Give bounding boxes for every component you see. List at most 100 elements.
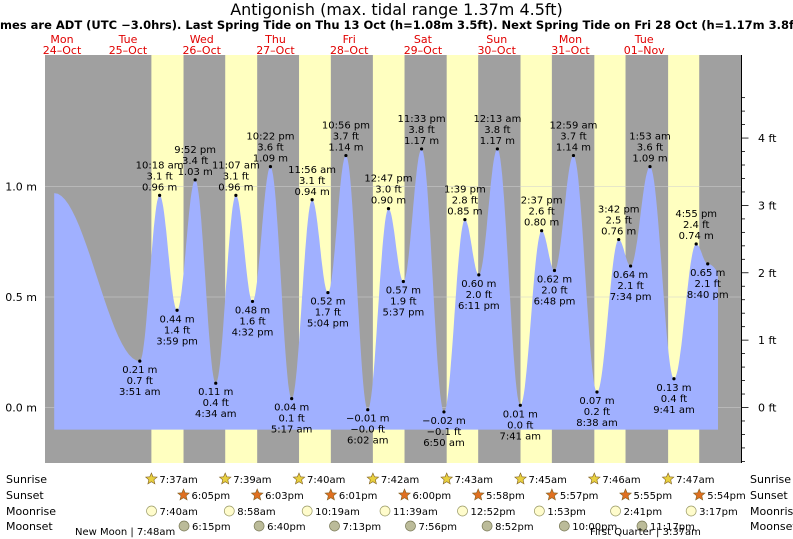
tide-point xyxy=(648,165,652,169)
tide-time-label: 7:34 pm xyxy=(610,292,652,303)
moon-phase-first-quarter: First Quarter | 3:37am xyxy=(590,527,701,538)
tide-m-label: 0.85 m xyxy=(447,207,482,218)
tide-time-label: 1:53 am xyxy=(629,132,671,143)
y-axis-metres: 0.0 m 0.5 m 1.0 m xyxy=(5,181,37,415)
tide-time-label: 10:22 pm xyxy=(246,132,294,143)
sunrise-time: 7:37am xyxy=(159,475,197,486)
day-header-date: 26–Oct xyxy=(182,44,221,57)
sunset-star-icon xyxy=(692,488,706,501)
row-label-right: Sunrise xyxy=(750,473,791,486)
tide-m-label: 0.13 m xyxy=(656,383,691,394)
tide-ft-label: 0.4 ft xyxy=(661,394,687,405)
tide-ft-label: 0.7 ft xyxy=(127,376,153,387)
moon-phase-new: New Moon | 7:48am xyxy=(75,527,175,538)
sunset-time: 6:03pm xyxy=(265,491,304,502)
tide-ft-label: 2.0 ft xyxy=(466,290,492,301)
tide-time-label: 10:18 am xyxy=(136,160,184,171)
tide-time-label: 4:34 am xyxy=(195,409,237,420)
tide-time-label: 1:39 pm xyxy=(444,185,486,196)
y-tick-label-ft: 1 ft xyxy=(758,334,777,347)
tide-ft-label: 3.6 ft xyxy=(637,143,663,154)
sunrise-time: 7:42am xyxy=(381,475,419,486)
y-axis-feet: 0 ft 1 ft 2 ft 3 ft 4 ft xyxy=(741,55,777,463)
tide-ft-label: 1.7 ft xyxy=(315,308,341,319)
tide-time-label: 6:50 am xyxy=(423,438,465,449)
tide-m-label: 1.17 m xyxy=(480,136,515,147)
tide-m-label: 1.14 m xyxy=(328,143,363,154)
moonset-icon xyxy=(178,520,190,532)
tide-point xyxy=(344,153,348,158)
sunset-star-icon xyxy=(545,488,559,501)
tide-point xyxy=(540,229,544,233)
tide-time-label: 8:38 am xyxy=(576,418,618,429)
sunrise-star-icon xyxy=(292,472,306,485)
tide-point xyxy=(518,403,522,407)
day-header-date: 25–Oct xyxy=(109,44,148,57)
moonrise-time: 12:52pm xyxy=(471,507,516,518)
tide-ft-label: 2.6 ft xyxy=(528,207,554,218)
tide-ft-label: 2.1 ft xyxy=(617,281,643,292)
sunrise-time: 7:43am xyxy=(455,475,493,486)
tide-ft-label: 3.8 ft xyxy=(484,125,510,136)
sunset-star-icon xyxy=(471,488,485,501)
moonrise-icon xyxy=(685,505,697,517)
tide-ft-label: 3.0 ft xyxy=(375,185,401,196)
tide-time-label: 11:33 pm xyxy=(398,114,446,125)
sunset-star-icon xyxy=(324,488,338,501)
sunrise-time: 7:45am xyxy=(529,475,567,486)
tide-time-label: 4:55 pm xyxy=(675,209,717,220)
moonset-time: 7:56pm xyxy=(418,522,457,533)
tide-m-label: 0.52 m xyxy=(310,297,345,308)
moonset-time: 8:52pm xyxy=(495,522,534,533)
tide-ft-label: 3.7 ft xyxy=(560,132,586,143)
tide-point xyxy=(571,153,576,158)
tide-point xyxy=(175,308,179,312)
tide-point xyxy=(310,198,314,202)
moonset-icon xyxy=(481,520,493,532)
sunrise-time: 7:40am xyxy=(307,475,345,486)
tide-ft-label: 3.1 ft xyxy=(299,176,325,187)
moonrise-time: 10:19am xyxy=(315,507,360,518)
sunset-time: 5:55pm xyxy=(634,491,673,502)
tide-ft-label: 0.1 ft xyxy=(279,414,305,425)
tide-m-label: 0.01 m xyxy=(503,409,538,420)
moonset-icon xyxy=(405,520,416,532)
tide-m-label: 0.96 m xyxy=(218,182,253,193)
y-tick-label-m: 0.5 m xyxy=(5,291,37,304)
tide-m-label: 1.09 m xyxy=(632,154,667,165)
tide-time-label: 8:40 pm xyxy=(687,290,729,301)
tide-m-label: 0.80 m xyxy=(524,218,559,229)
tide-time-label: 2:37 pm xyxy=(521,196,563,207)
tide-ft-label: 0.2 ft xyxy=(584,407,610,418)
tide-point xyxy=(386,207,391,211)
moonset-icon xyxy=(329,520,340,532)
moonset-time: 10:00pm xyxy=(572,522,617,533)
tide-point xyxy=(234,193,238,197)
row-label-right: Moonrise xyxy=(750,505,793,518)
moonrise-time: 2:41pm xyxy=(624,507,663,518)
tide-m-label: 0.48 m xyxy=(235,305,270,316)
moonrise-icon xyxy=(534,505,545,517)
tide-point xyxy=(138,359,142,363)
tide-point xyxy=(617,237,621,242)
sunset-star-icon xyxy=(177,488,190,501)
sunset-time: 6:00pm xyxy=(413,491,452,502)
day-header-dow: Sun xyxy=(486,33,507,46)
y-tick-label-ft: 3 ft xyxy=(758,199,777,212)
tide-m-label: 1.09 m xyxy=(253,154,288,165)
row-label-left: Moonset xyxy=(6,520,53,533)
tide-time-label: 12:13 am xyxy=(473,114,521,125)
sunrise-time: 7:39am xyxy=(233,475,271,486)
tide-m-label: 1.14 m xyxy=(556,143,591,154)
moonrise-time: 7:40am xyxy=(160,507,198,518)
moonset-icon xyxy=(558,520,570,532)
tide-time-label: 9:41 am xyxy=(653,405,695,416)
tide-time-label: 3:59 pm xyxy=(156,336,198,347)
sunrise-star-icon xyxy=(218,472,232,485)
tide-point xyxy=(495,147,499,151)
tide-point xyxy=(290,397,294,401)
day-header-date: 28–Oct xyxy=(330,44,369,57)
tide-m-label: 0.07 m xyxy=(579,396,614,407)
